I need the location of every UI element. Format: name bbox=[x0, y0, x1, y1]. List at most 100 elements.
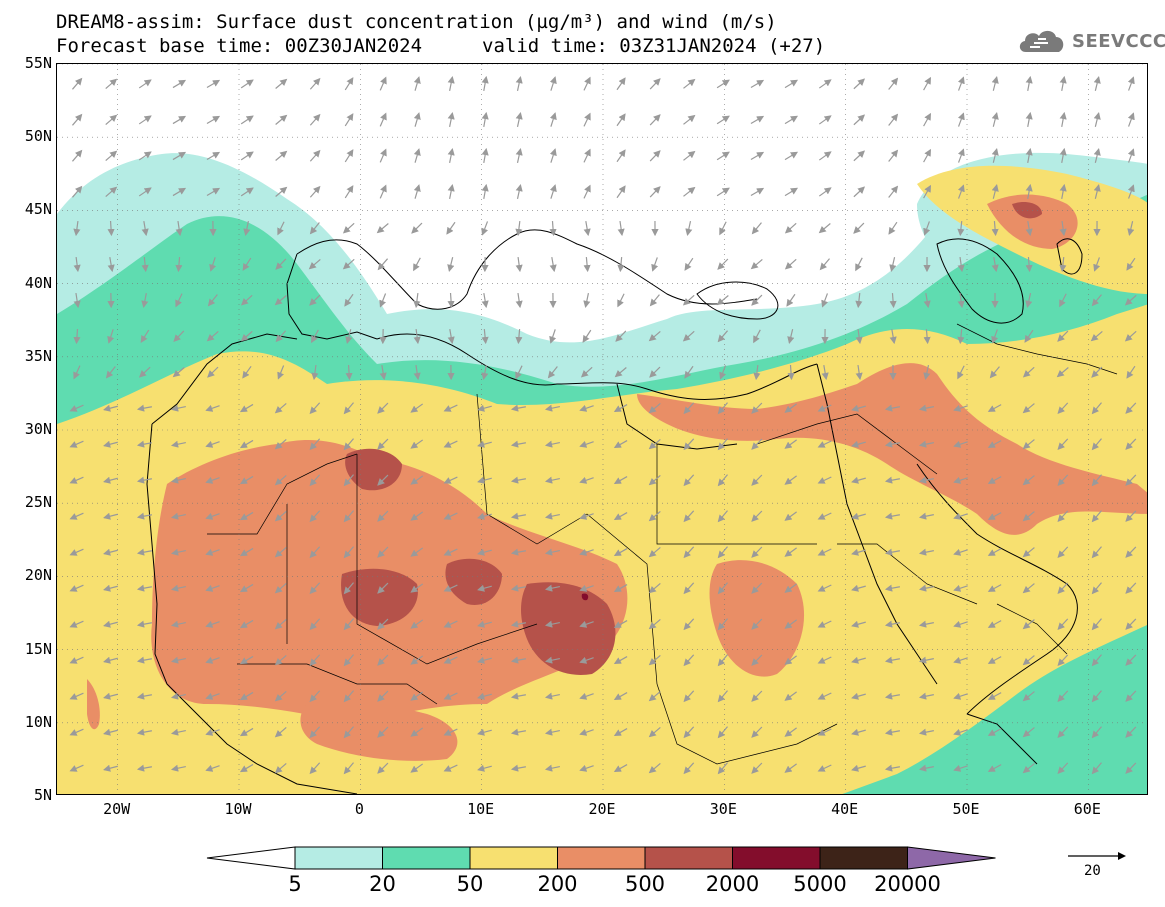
wind-arrow bbox=[616, 149, 626, 163]
wind-arrow bbox=[274, 295, 287, 306]
wind-arrow bbox=[446, 221, 456, 235]
wind-arrow bbox=[817, 584, 832, 592]
wind-arrow bbox=[923, 184, 931, 199]
wind-arrow bbox=[1057, 330, 1069, 342]
wind-arrow bbox=[1059, 183, 1067, 199]
wind-arrow bbox=[1057, 762, 1069, 775]
wind-arrow bbox=[751, 654, 763, 666]
wind-arrow bbox=[410, 547, 424, 557]
wind-arrow bbox=[1022, 691, 1035, 702]
wind-arrow bbox=[206, 79, 221, 89]
latitude-label: 55N bbox=[24, 54, 52, 72]
wind-arrow bbox=[510, 656, 526, 664]
longitude-label: 10W bbox=[224, 800, 252, 818]
wind-arrow bbox=[138, 187, 152, 197]
wind-arrow bbox=[888, 77, 899, 90]
wind-arrow bbox=[884, 584, 900, 592]
wind-arrow bbox=[717, 726, 728, 739]
wind-arrow bbox=[583, 76, 591, 91]
wind-arrow bbox=[205, 692, 220, 700]
wind-arrow bbox=[750, 259, 763, 270]
wind-arrow bbox=[205, 728, 220, 736]
wind-arrow bbox=[547, 366, 558, 379]
wind-arrow bbox=[447, 75, 455, 91]
wind-arrow bbox=[1057, 654, 1069, 667]
wind-arrow bbox=[170, 692, 186, 700]
wind-arrow bbox=[682, 330, 695, 342]
wind-arrow bbox=[583, 184, 591, 199]
wind-arrow bbox=[205, 764, 220, 772]
wind-arrow bbox=[684, 257, 694, 271]
wind-arrow bbox=[447, 329, 455, 345]
wind-arrow bbox=[1091, 402, 1102, 415]
wind-arrow bbox=[683, 150, 696, 161]
wind-arrow bbox=[410, 583, 424, 593]
wind-arrow bbox=[784, 583, 797, 593]
wind-arrow bbox=[170, 404, 186, 412]
wind-arrow bbox=[579, 584, 594, 592]
longitude-label: 20W bbox=[103, 800, 131, 818]
wind-arrow bbox=[751, 690, 763, 702]
wind-arrow bbox=[344, 185, 354, 199]
wind-arrow bbox=[69, 620, 84, 628]
wind-arrow bbox=[987, 620, 1002, 628]
colorbar-label: 5 bbox=[288, 872, 302, 896]
wind-arrow bbox=[717, 510, 728, 523]
wind-arrow bbox=[787, 329, 795, 344]
colorbar-label: 50 bbox=[456, 872, 484, 896]
wind-arrow bbox=[549, 112, 557, 127]
wind-arrow bbox=[274, 402, 287, 414]
wind-arrow bbox=[719, 221, 727, 236]
wind-arrow bbox=[613, 656, 628, 665]
wind-arrow bbox=[817, 620, 832, 628]
wind-arrow bbox=[884, 620, 900, 628]
wind-arrow bbox=[205, 584, 220, 592]
wind-arrow bbox=[1056, 367, 1069, 378]
wind-arrow bbox=[69, 404, 84, 412]
wind-arrow bbox=[683, 582, 695, 595]
wind-arrow bbox=[953, 476, 968, 484]
wind-arrow bbox=[579, 440, 594, 448]
wind-arrow bbox=[103, 656, 118, 664]
wind-arrow bbox=[309, 113, 321, 126]
wind-arrow bbox=[510, 584, 526, 592]
wind-arrow bbox=[410, 763, 424, 773]
country-borders bbox=[207, 323, 1118, 765]
wind-arrow bbox=[140, 329, 150, 343]
wind-arrow bbox=[379, 76, 387, 91]
colorbar-label: 20 bbox=[369, 872, 396, 896]
wind-arrow bbox=[69, 764, 84, 772]
wind-arrow bbox=[784, 403, 797, 413]
wind-arrow bbox=[750, 79, 765, 89]
wind-arrow bbox=[240, 294, 253, 306]
longitude-label: 60E bbox=[1073, 800, 1101, 818]
wind-arrow bbox=[309, 77, 321, 90]
wind-arrow bbox=[309, 510, 321, 523]
wind-arrow bbox=[613, 692, 628, 701]
colorbar-label: 200 bbox=[537, 872, 578, 896]
wind-arrow bbox=[172, 151, 187, 161]
wind-arrow bbox=[413, 112, 421, 127]
wind-arrow bbox=[923, 148, 931, 163]
wind-arrow bbox=[918, 728, 934, 736]
wind-arrow bbox=[73, 292, 81, 309]
wind-arrow bbox=[717, 474, 728, 487]
wind-arrow bbox=[717, 618, 728, 631]
wind-arrow bbox=[648, 511, 661, 522]
wind-arrow bbox=[1022, 763, 1035, 774]
wind-arrow bbox=[410, 691, 424, 701]
wind-arrow bbox=[648, 439, 661, 450]
wind-arrow bbox=[957, 184, 965, 199]
wind-arrow bbox=[884, 728, 900, 736]
wind-arrow bbox=[175, 256, 183, 273]
wind-arrow bbox=[683, 546, 695, 559]
wind-arrow bbox=[1025, 256, 1033, 273]
wind-arrow bbox=[240, 79, 254, 89]
wind-arrow bbox=[141, 256, 149, 273]
wind-arrow bbox=[953, 548, 968, 556]
wind-arrow bbox=[170, 656, 186, 664]
wind-arrow bbox=[918, 764, 934, 772]
wind-arrow bbox=[583, 220, 591, 237]
wind-arrow bbox=[889, 292, 897, 309]
title-valid-time: valid time: 03Z31JAN2024 (+27) bbox=[482, 35, 826, 57]
